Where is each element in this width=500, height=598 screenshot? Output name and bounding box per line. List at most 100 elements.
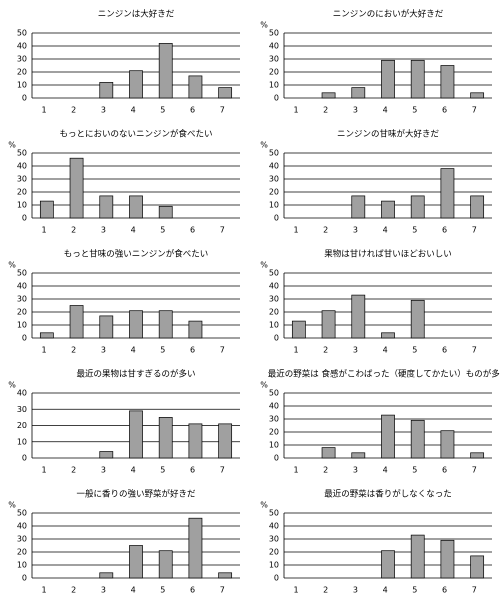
y-tick-label: 30 xyxy=(17,405,27,414)
x-tick-label: 2 xyxy=(323,226,328,235)
x-tick-label: 3 xyxy=(353,346,358,355)
x-tick-label: 3 xyxy=(353,586,358,595)
y-tick-label: 30 xyxy=(17,535,27,544)
x-tick-label: 2 xyxy=(323,346,328,355)
chart-title: ニンジンは大好きだ xyxy=(98,9,175,20)
y-tick-label: 0 xyxy=(22,94,27,103)
chart-title: 一般に香りの強い野菜が好きだ xyxy=(76,489,196,500)
y-tick-label: 10 xyxy=(269,81,279,90)
y-tick-label: 10 xyxy=(269,441,279,450)
x-tick-label: 3 xyxy=(353,466,358,475)
x-tick-label: 3 xyxy=(353,226,358,235)
bar xyxy=(158,417,173,459)
y-tick-label: 0 xyxy=(22,214,27,223)
bar xyxy=(39,332,54,339)
y-tick-label: 10 xyxy=(269,201,279,210)
bar xyxy=(99,572,114,579)
bar xyxy=(158,550,173,579)
x-tick-label: 3 xyxy=(101,226,106,235)
y-tick-label: 20 xyxy=(269,548,279,557)
y-tick-label: 30 xyxy=(269,415,279,424)
bar xyxy=(158,43,173,99)
bar xyxy=(188,517,203,579)
y-tick-label: 40 xyxy=(269,282,279,291)
bar xyxy=(351,452,366,459)
bar xyxy=(129,70,143,99)
y-tick-label: 40 xyxy=(17,42,27,51)
y-tick-label: 20 xyxy=(17,308,27,317)
x-tick-label: 4 xyxy=(131,586,136,595)
bar xyxy=(410,419,425,459)
y-axis-label: % xyxy=(260,261,268,270)
chart-title: 果物は甘ければ甘いほどおいしい xyxy=(324,249,452,260)
x-tick-label: 2 xyxy=(323,586,328,595)
y-axis-label: % xyxy=(260,141,268,150)
x-tick-label: 4 xyxy=(383,466,388,475)
chart-title: もっとにおいのないニンジンが食べたい xyxy=(59,129,212,140)
x-tick-label: 4 xyxy=(131,346,136,355)
x-tick-label: 6 xyxy=(190,106,195,115)
x-tick-label: 2 xyxy=(71,106,76,115)
y-tick-label: 30 xyxy=(17,175,27,184)
x-tick-label: 1 xyxy=(293,106,298,115)
x-tick-label: 4 xyxy=(131,226,136,235)
bar xyxy=(410,299,425,339)
bar xyxy=(158,310,173,339)
bar xyxy=(470,555,485,579)
bar xyxy=(321,92,336,99)
x-tick-label: 7 xyxy=(220,226,225,235)
bar xyxy=(158,205,173,219)
y-tick-label: 30 xyxy=(17,55,27,64)
y-tick-label: 30 xyxy=(269,55,279,64)
x-tick-label: 6 xyxy=(442,346,447,355)
x-tick-label: 5 xyxy=(160,106,165,115)
y-tick-label: 30 xyxy=(269,175,279,184)
y-tick-label: 10 xyxy=(269,561,279,570)
x-tick-label: 1 xyxy=(41,226,46,235)
bar xyxy=(218,423,233,459)
y-axis-label: % xyxy=(8,141,16,150)
y-tick-label: 50 xyxy=(269,509,279,518)
y-tick-label: 0 xyxy=(22,574,27,583)
y-tick-label: 20 xyxy=(17,68,27,77)
bar xyxy=(351,195,366,219)
bar xyxy=(291,320,306,339)
y-tick-label: 10 xyxy=(17,437,27,446)
x-tick-label: 7 xyxy=(220,586,225,595)
x-tick-label: 5 xyxy=(160,586,165,595)
x-tick-label: 5 xyxy=(412,466,417,475)
bar xyxy=(351,294,366,339)
bar xyxy=(470,452,485,459)
x-tick-label: 7 xyxy=(220,466,225,475)
bar xyxy=(351,87,366,99)
y-tick-label: 40 xyxy=(17,162,27,171)
bar xyxy=(381,200,395,219)
bar xyxy=(440,430,455,459)
x-tick-label: 1 xyxy=(41,466,46,475)
y-axis-label: % xyxy=(260,21,268,30)
y-tick-label: 50 xyxy=(269,389,279,398)
bar xyxy=(69,305,84,339)
x-tick-label: 4 xyxy=(131,466,136,475)
x-tick-label: 6 xyxy=(190,586,195,595)
x-tick-label: 4 xyxy=(383,346,388,355)
bar xyxy=(321,310,336,339)
x-tick-label: 1 xyxy=(293,586,298,595)
y-tick-label: 30 xyxy=(269,535,279,544)
bar xyxy=(99,195,114,219)
bar xyxy=(39,200,54,219)
x-tick-label: 6 xyxy=(190,226,195,235)
y-tick-label: 40 xyxy=(17,282,27,291)
y-tick-label: 40 xyxy=(269,42,279,51)
bar xyxy=(99,315,114,339)
x-tick-label: 5 xyxy=(412,106,417,115)
y-axis-label: % xyxy=(8,381,16,390)
x-tick-label: 1 xyxy=(293,226,298,235)
x-tick-label: 7 xyxy=(220,346,225,355)
x-tick-label: 4 xyxy=(131,106,136,115)
bar xyxy=(381,414,395,459)
x-tick-label: 1 xyxy=(41,106,46,115)
y-tick-label: 40 xyxy=(269,162,279,171)
x-tick-label: 1 xyxy=(293,466,298,475)
x-tick-label: 2 xyxy=(71,466,76,475)
